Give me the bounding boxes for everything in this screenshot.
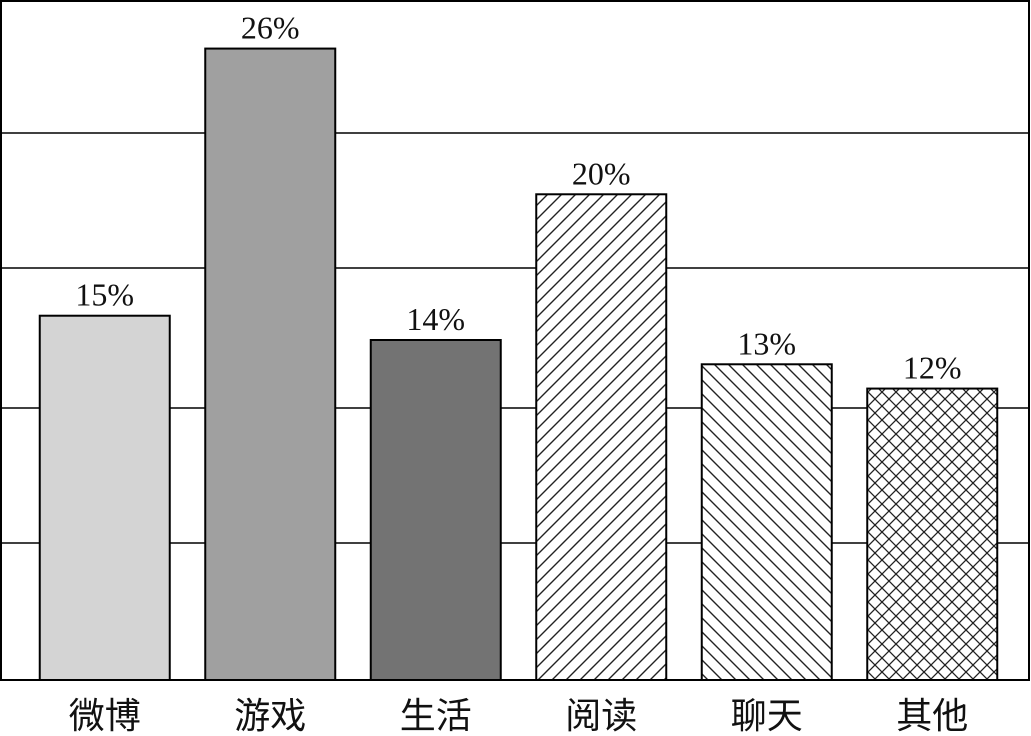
bar [700, 363, 833, 681]
bar [535, 193, 668, 682]
value-label: 13% [737, 325, 796, 361]
x-tick-label: 生活 [400, 696, 472, 736]
bar [369, 339, 502, 681]
x-tick-label: 微博 [69, 696, 141, 736]
bar [204, 47, 337, 682]
value-label: 12% [903, 350, 962, 386]
value-label: 14% [406, 301, 465, 337]
x-tick-label: 其他 [896, 696, 968, 736]
x-tick-label: 阅读 [565, 696, 637, 736]
bar [38, 314, 171, 681]
frame [0, 0, 1030, 681]
bar [866, 387, 999, 681]
x-tick-label: 游戏 [234, 696, 306, 736]
value-label: 15% [75, 277, 134, 313]
x-tick-label: 聊天 [731, 696, 803, 736]
value-label: 26% [241, 10, 300, 46]
value-label: 20% [572, 155, 631, 191]
